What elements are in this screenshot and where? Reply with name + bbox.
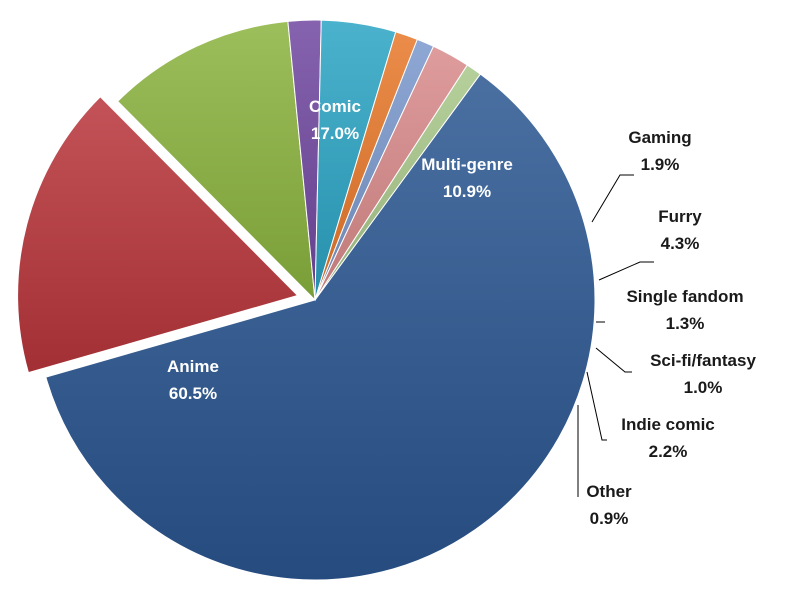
slice-category-gaming: Gaming <box>628 128 691 147</box>
leader-lines <box>577 174 654 497</box>
slice-category-other: Other <box>586 482 632 501</box>
slice-label-gaming: Gaming 1.9% <box>628 128 691 174</box>
leader-line-gaming <box>591 174 634 223</box>
slice-label-sci-fi-fantasy: Sci-fi/fantasy 1.0% <box>650 351 756 397</box>
pie-slice-multi-genre <box>116 20 316 302</box>
slice-category-sci-fi-fantasy: Sci-fi/fantasy <box>650 351 756 370</box>
slice-category-indie-comic: Indie comic <box>621 415 715 434</box>
leader-line-indie-comic <box>586 371 607 441</box>
slice-category-furry: Furry <box>658 207 702 226</box>
slice-label-furry: Furry 4.3% <box>658 207 702 253</box>
slice-percent-comic: 17.0% <box>311 124 359 143</box>
leader-line-sci-fi-fantasy <box>595 347 632 373</box>
pie-slice-other <box>314 64 482 301</box>
slice-percent-gaming: 1.9% <box>641 155 680 174</box>
slice-percent-sci-fi-fantasy: 1.0% <box>684 378 723 397</box>
slice-label-indie-comic: Indie comic 2.2% <box>621 415 715 461</box>
slice-category-single-fandom: Single fandom <box>626 287 743 306</box>
pie-slice-comic <box>17 96 299 374</box>
slice-label-single-fandom: Single fandom 1.3% <box>626 287 743 333</box>
slice-percent-single-fandom: 1.3% <box>666 314 705 333</box>
leader-line-furry <box>598 261 654 281</box>
slice-label-multi-genre: Multi-genre 10.9% <box>421 155 513 201</box>
slice-percent-multi-genre: 10.9% <box>443 182 491 201</box>
slice-category-comic: Comic <box>309 97 361 116</box>
slice-percent-anime: 60.5% <box>169 384 217 403</box>
slice-percent-furry: 4.3% <box>661 234 700 253</box>
slice-label-anime: Anime 60.5% <box>167 357 219 403</box>
slice-percent-other: 0.9% <box>590 509 629 528</box>
slice-category-multi-genre: Multi-genre <box>421 155 513 174</box>
slice-category-anime: Anime <box>167 357 219 376</box>
slice-label-comic: Comic 17.0% <box>309 97 361 143</box>
slice-percent-indie-comic: 2.2% <box>649 442 688 461</box>
slice-label-other: Other 0.9% <box>586 482 632 528</box>
pie-slices <box>17 19 596 581</box>
slice-labels: Anime 60.5% Comic 17.0% Multi-genre 10.9% Gami… <box>167 97 756 528</box>
pie-slice-anime <box>45 73 596 581</box>
